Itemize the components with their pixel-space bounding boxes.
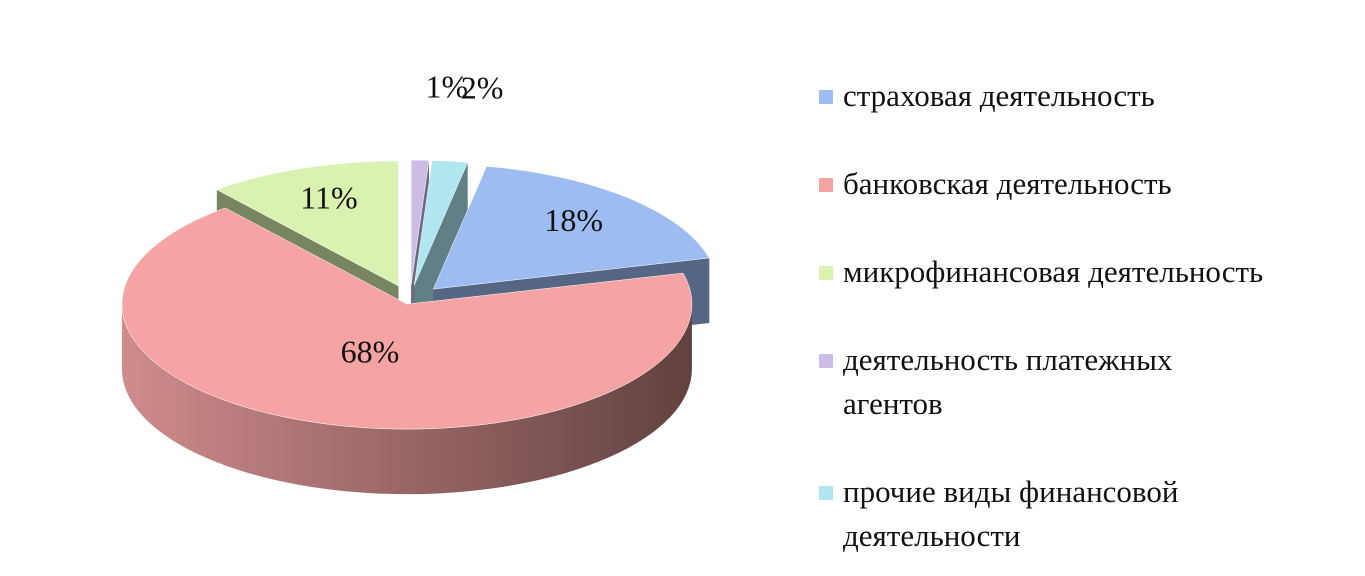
legend-item: деятельность платежных агентов	[815, 338, 1273, 426]
legend-label: деятельность платежных агентов	[843, 342, 1173, 421]
legend-label: прочие виды финансовой деятельности	[843, 474, 1179, 553]
legend: страховая деятельность банковская деятель…	[815, 74, 1355, 558]
slice	[410, 159, 430, 286]
slice	[432, 166, 710, 290]
data-label: 11%	[300, 180, 357, 216]
legend-swatch	[819, 178, 833, 192]
legend-swatch	[819, 486, 833, 500]
legend-item: микрофинансовая деятельность	[815, 250, 1355, 294]
legend-label: страховая деятельность	[843, 78, 1155, 113]
data-label: 1%	[425, 69, 468, 105]
slice	[121, 207, 693, 430]
pie-area: 18% 68% 11% 1%2%	[121, 69, 710, 495]
legend-swatch	[819, 266, 833, 280]
legend-item: страховая деятельность	[815, 74, 1355, 118]
legend-swatch	[819, 90, 833, 104]
data-label: 68%	[341, 333, 400, 369]
data-label: 18%	[544, 202, 603, 238]
legend-label: банковская деятельность	[843, 166, 1172, 201]
data-label: 2%	[461, 70, 504, 106]
legend-label: микрофинансовая деятельность	[843, 254, 1264, 289]
slice	[414, 160, 469, 286]
slice	[216, 160, 399, 287]
legend-swatch	[819, 354, 833, 368]
legend-item: банковская деятельность	[815, 162, 1355, 206]
legend-item: прочие виды финансовой деятельности	[815, 470, 1273, 558]
slice-side	[121, 304, 692, 495]
